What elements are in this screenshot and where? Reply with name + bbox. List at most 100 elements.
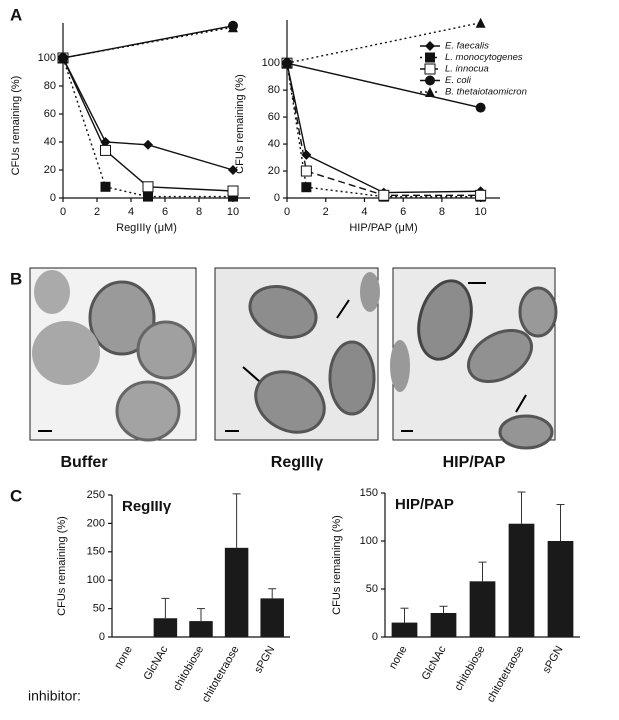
panel-label: A [10, 5, 22, 24]
bar [508, 523, 535, 637]
x-tick-label: none [387, 644, 410, 671]
marker [425, 75, 435, 86]
y-tick-label: 150 [87, 546, 105, 558]
y-tick-label: 60 [268, 111, 280, 123]
y-tick-label: 100 [360, 535, 378, 547]
legend-label: L. innocua [445, 64, 489, 75]
x-tick-label: 6 [400, 206, 406, 218]
series-line [62, 57, 234, 171]
marker [425, 87, 435, 97]
legend-label: E. faecalis [445, 41, 489, 52]
micrograph-caption: RegIIIγ [271, 454, 324, 471]
y-tick-label: 50 [93, 603, 105, 615]
marker [425, 52, 435, 63]
y-tick-label: 200 [87, 517, 105, 529]
x-tick-label: 4 [361, 206, 367, 218]
x-tick-label: sPGN [252, 644, 277, 675]
y-tick-label: 60 [44, 108, 56, 120]
marker [143, 139, 153, 150]
panel-label: B [10, 269, 22, 288]
marker [301, 182, 312, 193]
y-tick-label: 80 [268, 84, 280, 96]
y-tick-label: 150 [360, 487, 378, 499]
y-tick-label: 20 [44, 164, 56, 176]
marker [301, 149, 312, 160]
marker [143, 191, 153, 202]
series-line [62, 57, 234, 192]
marker [58, 53, 68, 63]
micrograph-caption: Buffer [60, 454, 107, 471]
marker [100, 144, 111, 156]
marker [475, 17, 486, 28]
chart-title: HIP/PAP [395, 496, 454, 513]
x-tick-label: 2 [94, 206, 100, 218]
y-tick-label: 0 [99, 631, 105, 643]
series-line [286, 63, 481, 198]
y-axis-label: CFUs remaining (%) [56, 516, 68, 616]
marker [228, 191, 238, 202]
x-tick-label: GlcNAc [141, 644, 170, 683]
bar [391, 622, 418, 637]
series-line [286, 62, 481, 109]
y-axis-label: CFUs remaining (%) [331, 515, 343, 615]
marker [425, 41, 435, 51]
x-axis-label: inhibitor: [28, 688, 81, 704]
marker [228, 22, 238, 33]
bar [260, 598, 284, 637]
series-line [286, 63, 481, 194]
x-tick-label: 10 [475, 206, 487, 218]
marker [100, 181, 111, 192]
y-axis-label: CFUs remaining (%) [234, 74, 246, 174]
y-tick-label: 100 [87, 574, 105, 586]
marker [378, 189, 390, 201]
bar [469, 581, 496, 637]
legend-label: L. monocytogenes [445, 52, 523, 63]
y-tick-label: 40 [44, 136, 56, 148]
x-tick-label: chitotetraose [485, 644, 527, 705]
marker [142, 181, 154, 193]
x-tick-label: 0 [60, 206, 66, 218]
y-tick-label: 100 [262, 57, 280, 69]
marker [227, 185, 239, 197]
x-tick-label: 10 [227, 206, 239, 218]
marker [300, 165, 312, 177]
bar [224, 547, 249, 637]
marker [475, 102, 486, 113]
x-tick-label: 8 [196, 206, 202, 218]
y-tick-label: 20 [268, 165, 280, 177]
x-axis-label: HIP/PAP (μM) [349, 222, 417, 234]
marker [424, 63, 436, 75]
legend-label: E. coli [445, 75, 472, 86]
y-axis-label: CFUs remaining (%) [10, 76, 22, 176]
marker [228, 165, 238, 175]
legend-label: B. thetaiotaomicron [445, 87, 527, 98]
x-tick-label: sPGN [541, 644, 566, 675]
x-tick-label: 6 [162, 206, 168, 218]
x-tick-label: 4 [128, 206, 134, 218]
x-tick-label: chitobiose [452, 644, 487, 693]
x-axis-label: RegIIIγ (μM) [116, 222, 177, 234]
micrograph-caption: HIP/PAP [443, 454, 506, 471]
panel-label: C [10, 486, 22, 505]
y-tick-label: 100 [38, 52, 56, 64]
series-line [62, 26, 234, 59]
x-tick-label: chitotetraose [200, 644, 242, 705]
y-tick-label: 50 [366, 583, 378, 595]
x-tick-label: chitobiose [171, 644, 206, 693]
micrograph [214, 267, 380, 441]
y-tick-label: 0 [372, 631, 378, 643]
bar [153, 618, 178, 637]
series-line [62, 57, 233, 198]
bar [430, 613, 457, 637]
y-tick-label: 80 [44, 80, 56, 92]
marker [282, 58, 292, 69]
y-tick-label: 0 [274, 192, 280, 204]
x-tick-label: 2 [323, 206, 329, 218]
micrograph [390, 267, 558, 450]
x-tick-label: 8 [439, 206, 445, 218]
y-tick-label: 250 [87, 489, 105, 501]
y-tick-label: 40 [268, 138, 280, 150]
y-tick-label: 0 [50, 192, 56, 204]
x-tick-label: none [112, 644, 135, 671]
